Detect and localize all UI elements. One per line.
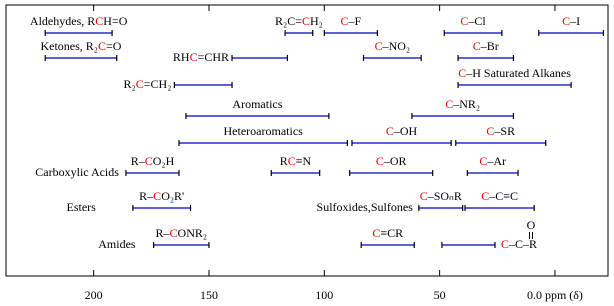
label-part: C [479, 154, 487, 168]
group-name: Esters [67, 200, 97, 214]
label-part: C [460, 14, 468, 28]
range-label: C–Ar [479, 154, 506, 168]
label-part: R– [156, 226, 171, 240]
range-label: Aldehydes, RCH=O [30, 14, 128, 28]
label-part: C [562, 14, 570, 28]
label-part: C [98, 39, 106, 53]
label-part: –OR [383, 154, 407, 168]
range-label: R₂C=CH₂ [124, 77, 172, 91]
label-part: Aldehydes, R [30, 14, 95, 28]
range-label: Ketones, R₂C=O [40, 39, 121, 53]
plot-frame [5, 4, 609, 277]
label-part: C [302, 14, 310, 28]
label-part: ≡N [296, 154, 312, 168]
range-label: R–CO₂H [131, 154, 175, 168]
label-part: –I [569, 14, 580, 28]
label-part: R– [139, 189, 154, 203]
label-part: C [501, 237, 509, 251]
range-label: C–SOₙR [420, 189, 462, 203]
label-part: –H Saturated Alkanes [465, 66, 571, 80]
label-part: O₂R' [161, 189, 184, 203]
label-part: =O [106, 39, 122, 53]
group-name: Sulfoxides,Sulfones [317, 200, 414, 214]
range-label: R₂C=CH₂ [275, 14, 323, 28]
range-label: C–OR [376, 154, 407, 168]
label-part: C [190, 50, 198, 64]
range-label: C–SR [486, 124, 515, 138]
label-part: C [420, 189, 428, 203]
label-part: C [486, 124, 494, 138]
label-part: –F [347, 14, 361, 28]
range-label: Aromatics [232, 97, 282, 111]
label-part: –SR [493, 124, 515, 138]
label-part: =CH₂ [144, 77, 172, 91]
label-part: R₂C= [275, 14, 302, 28]
label-part: –Cl [467, 14, 486, 28]
x-tick-label: 200 [85, 288, 103, 302]
label-part: –Ar [486, 154, 506, 168]
range-label: C–C≡C [481, 189, 518, 203]
label-part: –C≡C [488, 189, 518, 203]
label-part: ≡CR [380, 226, 403, 240]
label-part: C [481, 189, 489, 203]
label-part: C [372, 226, 380, 240]
range-label: C–H Saturated Alkanes [458, 66, 571, 80]
label-part: R₂ [124, 77, 136, 91]
label-part: Aromatics [232, 97, 282, 111]
range-label: C–C–R [501, 237, 537, 251]
range-label: RHC=CHR [173, 50, 229, 64]
label-part: –Br [480, 39, 499, 53]
label-part: C [386, 124, 394, 138]
x-tick-label: 100 [315, 288, 333, 302]
label-part: –C–R [508, 237, 537, 251]
range-label: C–Br [473, 39, 499, 53]
range-label: Heteroaromatics [224, 124, 304, 138]
label-part: ONR₂ [178, 226, 208, 240]
label-part: C [136, 77, 144, 91]
label-part: C [376, 154, 384, 168]
label-part: H₂ [310, 14, 323, 28]
label-part: –NR₂ [452, 97, 480, 111]
label-part: O₂H [153, 154, 175, 168]
range-label: C–NR₂ [445, 97, 480, 111]
label-part: =CHR [198, 50, 229, 64]
label-part: Heteroaromatics [224, 124, 304, 138]
label-part: C [340, 14, 348, 28]
label-part: –NO₂ [382, 39, 411, 53]
group-name: Amides [98, 237, 136, 251]
label-part: R– [131, 154, 146, 168]
label-part: RH [173, 50, 190, 64]
label-part: C [153, 189, 161, 203]
label-part: C [95, 14, 103, 28]
label-part: Ketones, R₂ [40, 39, 98, 53]
range-label: C–I [562, 14, 580, 28]
carbonyl-oxygen: O [527, 218, 536, 232]
range-label: R–CO₂R' [139, 189, 184, 203]
group-name: Carboxylic Acids [35, 165, 119, 179]
x-tick-label: 50 [434, 288, 446, 302]
range-label: C–Cl [460, 14, 486, 28]
range-label: C–OH [386, 124, 418, 138]
label-part: C [170, 226, 178, 240]
label-part: C [473, 39, 481, 53]
label-part: C [445, 97, 453, 111]
label-part: C [288, 154, 296, 168]
x-tick-label: 0.0 ppm (δ) [527, 288, 583, 302]
label-part: H=O [103, 14, 127, 28]
x-tick-label: 150 [200, 288, 218, 302]
range-label: R–CONR₂ [156, 226, 208, 240]
range-label: C–NO₂ [375, 39, 411, 53]
range-label: C≡CR [372, 226, 403, 240]
range-label: C–F [340, 14, 361, 28]
label-part: C [145, 154, 153, 168]
label-part: –SOₙR [427, 189, 462, 203]
label-part: C [458, 66, 466, 80]
range-label: RC≡N [280, 154, 312, 168]
label-part: R [280, 154, 288, 168]
label-part: –OH [393, 124, 418, 138]
label-part: C [375, 39, 383, 53]
